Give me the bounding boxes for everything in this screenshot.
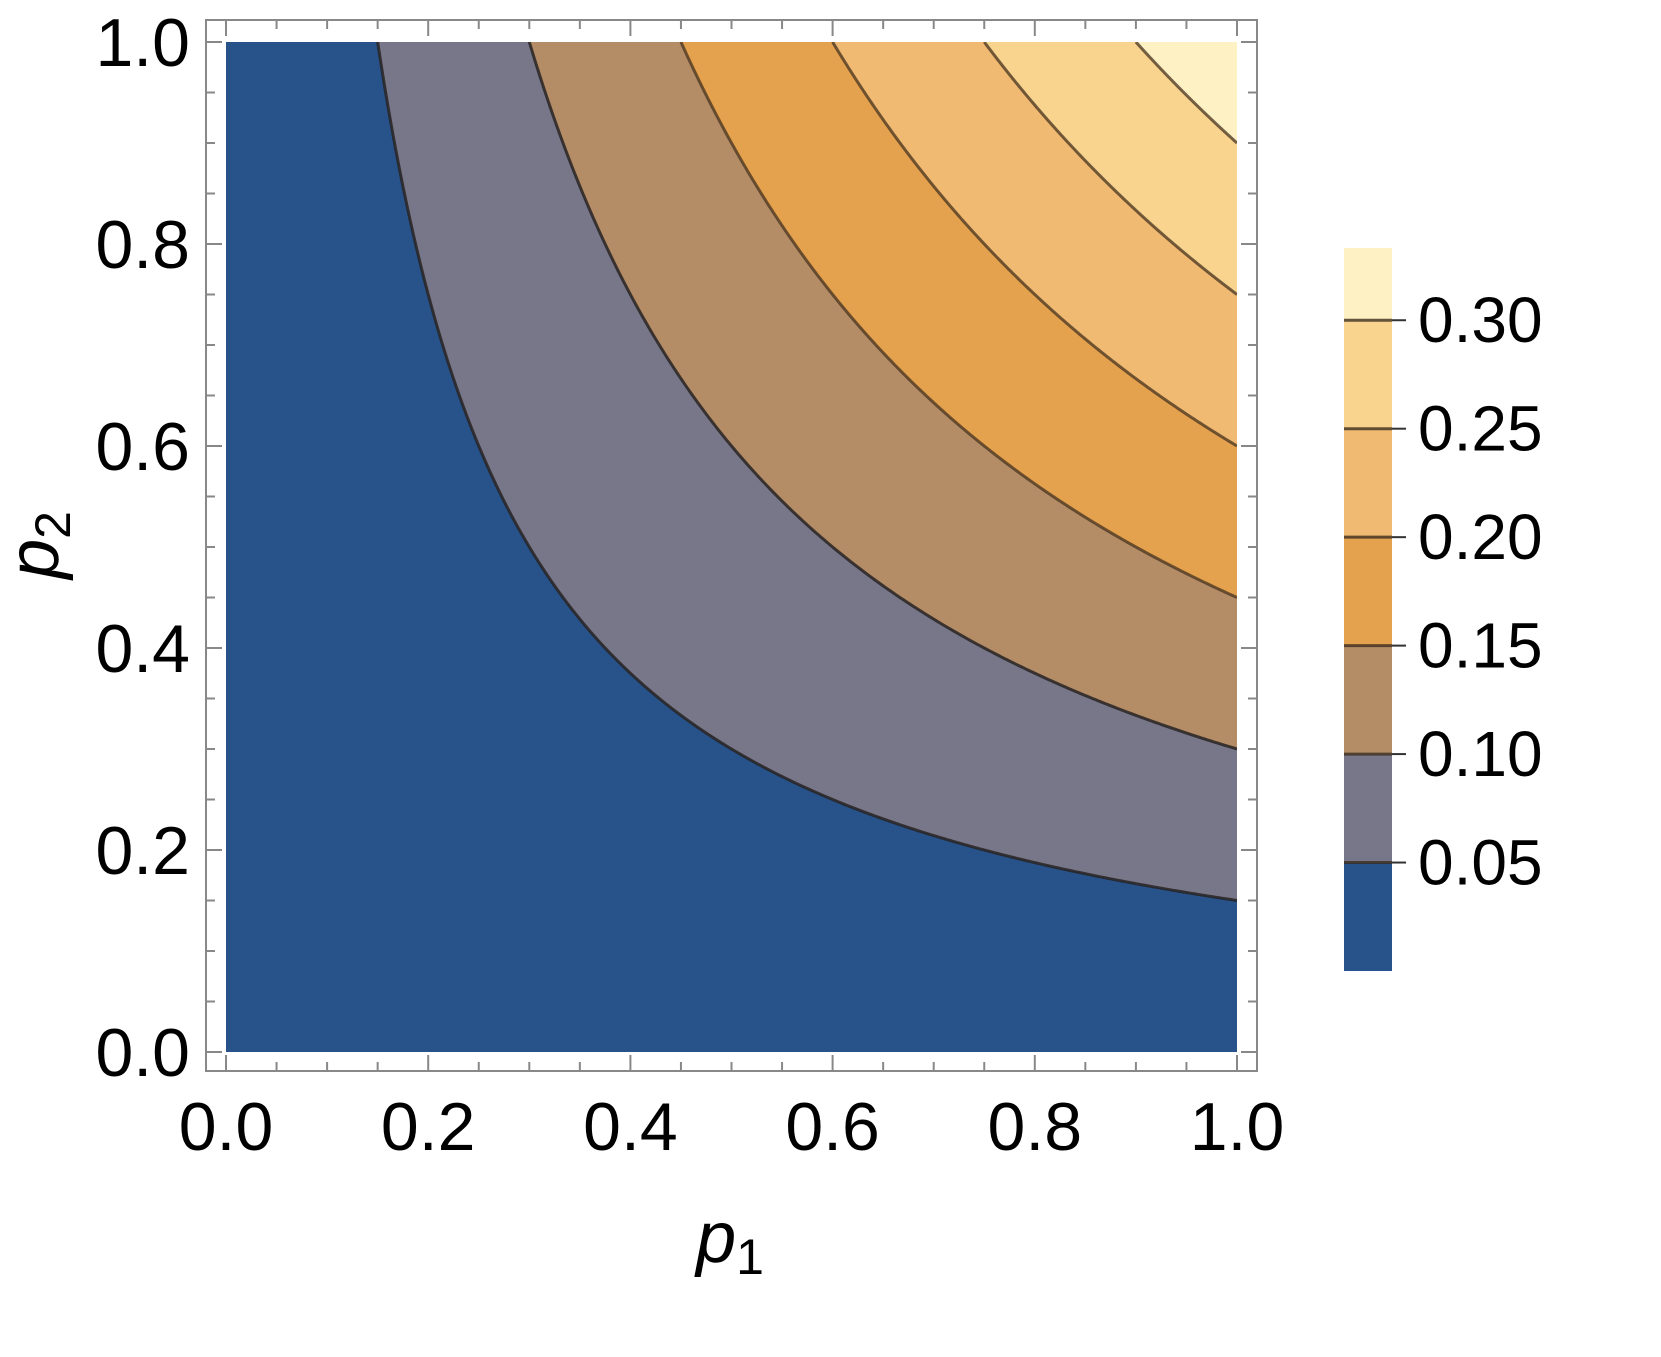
x-tick-label: 0.2 xyxy=(381,1089,476,1165)
y-axis-title: p2 xyxy=(0,511,81,581)
colorbar-segment xyxy=(1344,754,1392,863)
contour-line xyxy=(376,42,1237,902)
x-tick-label: 1.0 xyxy=(1190,1089,1285,1165)
contour-band xyxy=(984,42,1237,295)
colorbar: 0.05 0.10 0.15 0.20 0.25 0.30 xyxy=(1344,248,1543,971)
frame-ticks xyxy=(206,20,1257,1071)
contour-line xyxy=(527,42,1237,751)
contour-lines xyxy=(376,42,1237,902)
contour-line xyxy=(983,42,1237,296)
colorbar-tick-label: 0.20 xyxy=(1418,501,1543,573)
contour-line xyxy=(679,42,1237,599)
colorbar-segment xyxy=(1344,862,1392,971)
y-tick-label: 0.0 xyxy=(95,1015,190,1091)
y-tick-label: 0.8 xyxy=(95,207,190,283)
colorbar-tick-label: 0.30 xyxy=(1418,284,1543,356)
colorbar-tick-label: 0.10 xyxy=(1418,718,1543,790)
x-tick-label: 0.6 xyxy=(785,1089,880,1165)
x-tick-label: 0.4 xyxy=(583,1089,678,1165)
x-tick-label: 0.0 xyxy=(179,1089,274,1165)
contour-line xyxy=(1134,42,1237,145)
y-tick-label: 0.4 xyxy=(95,611,190,687)
x-tick-label: 0.8 xyxy=(988,1089,1083,1165)
colorbar-tick-label: 0.25 xyxy=(1418,393,1543,465)
colorbar-tick-label: 0.15 xyxy=(1418,610,1543,682)
y-tick-labels: 0.0 0.2 0.4 0.6 0.8 1.0 xyxy=(95,5,190,1091)
colorbar-segment xyxy=(1344,537,1392,646)
y-tick-label: 0.6 xyxy=(95,409,190,485)
colorbar-segment xyxy=(1344,428,1392,538)
x-tick-labels: 0.0 0.2 0.4 0.6 0.8 1.0 xyxy=(179,1089,1285,1165)
colorbar-tick-label: 0.05 xyxy=(1418,827,1543,899)
y-tick-label: 0.2 xyxy=(95,813,190,889)
x-axis-title: p1 xyxy=(694,1198,764,1285)
contour-line xyxy=(831,42,1237,448)
y-tick-label: 1.0 xyxy=(95,5,190,81)
contour-bands xyxy=(226,42,1237,1052)
colorbar-segment xyxy=(1344,248,1392,321)
colorbar-segment xyxy=(1344,320,1392,429)
colorbar-segment xyxy=(1344,645,1392,755)
